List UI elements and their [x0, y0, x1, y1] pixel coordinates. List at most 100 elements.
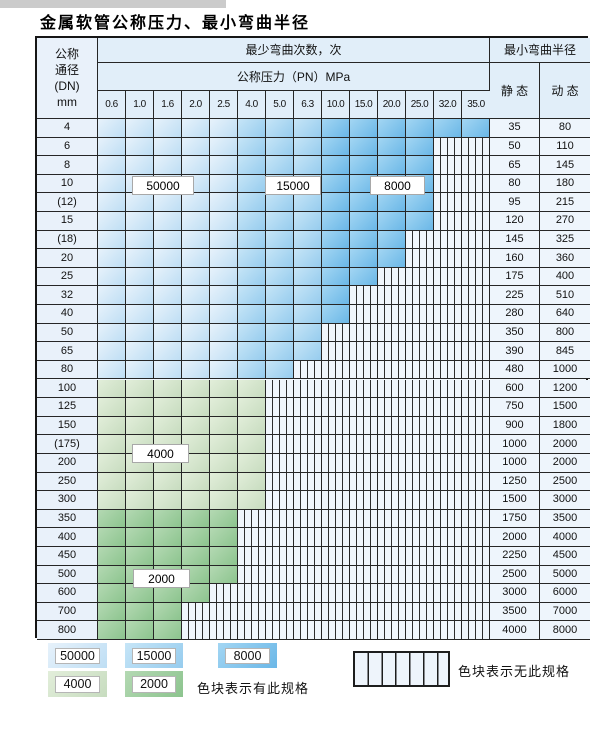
- no-spec-cell: [406, 342, 434, 361]
- no-spec-cell: [462, 360, 490, 380]
- cycle-cell: [210, 491, 238, 510]
- dynamic-radius-cell: 2000: [540, 453, 590, 473]
- no-spec-cell: [434, 305, 462, 324]
- pressure-col-header: 1.0: [126, 91, 154, 119]
- cycle-cell: [182, 472, 210, 492]
- cycle-cell: [126, 249, 154, 268]
- cycle-cell: [238, 267, 266, 287]
- cycle-cell: [210, 416, 238, 436]
- cycle-cell: [98, 286, 126, 306]
- no-spec-cell: [350, 305, 378, 324]
- no-spec-cell: [238, 621, 266, 640]
- cycle-cell: [98, 546, 126, 566]
- dn-header-line: 公称: [54, 47, 79, 61]
- dynamic-radius-cell: 215: [540, 193, 590, 213]
- min-radius-header: 最小弯曲半径: [490, 38, 590, 63]
- cycle-cell: [154, 509, 182, 529]
- static-radius-cell: 95: [490, 193, 540, 213]
- no-spec-cell: [378, 602, 406, 622]
- cycle-cell: [182, 156, 210, 175]
- no-spec-cell: [322, 509, 350, 529]
- no-spec-cell: [266, 509, 294, 529]
- no-spec-cell: [462, 267, 490, 287]
- no-spec-cell: [434, 435, 462, 454]
- no-spec-cell: [266, 565, 294, 585]
- cycle-cell: [182, 119, 210, 138]
- no-spec-cell: [322, 621, 350, 640]
- no-spec-cell: [238, 584, 266, 603]
- cycle-cell: [210, 305, 238, 324]
- no-spec-cell: [434, 193, 462, 213]
- cycle-cell: [154, 249, 182, 268]
- no-spec-cell: [434, 602, 462, 622]
- cycle-cell: [98, 621, 126, 640]
- cycle-cell: [98, 528, 126, 547]
- static-radius-cell: 390: [490, 342, 540, 361]
- cycle-cell: [98, 119, 126, 138]
- no-spec-cell: [294, 491, 322, 510]
- static-radius-cell: 1000: [490, 435, 540, 454]
- cycle-cell: [322, 267, 350, 287]
- no-spec-cell: [462, 193, 490, 213]
- static-radius-cell: 900: [490, 416, 540, 436]
- dynamic-radius-cell: 1200: [540, 379, 590, 399]
- cycle-cell: [238, 342, 266, 361]
- cycle-cell: [238, 491, 266, 510]
- no-spec-cell: [294, 584, 322, 603]
- cycle-cell: [98, 360, 126, 380]
- dynamic-radius-cell: 2000: [540, 435, 590, 454]
- dn-cell: 400: [37, 528, 98, 547]
- no-spec-cell: [462, 305, 490, 324]
- cycle-cell: [154, 602, 182, 622]
- no-spec-cell: [406, 602, 434, 622]
- cycle-cell: [210, 398, 238, 417]
- dn-cell: 40: [37, 305, 98, 324]
- no-spec-cell: [350, 602, 378, 622]
- cycle-region-label: 15000: [265, 176, 321, 195]
- cycle-cell: [462, 119, 490, 138]
- cycle-cell: [98, 267, 126, 287]
- no-spec-cell: [238, 509, 266, 529]
- dn-cell: (175): [37, 435, 98, 454]
- dynamic-radius-cell: 640: [540, 305, 590, 324]
- cycle-cell: [126, 119, 154, 138]
- cycle-cell: [182, 193, 210, 213]
- cycle-cell: [98, 379, 126, 399]
- no-spec-cell: [434, 584, 462, 603]
- pressure-col-header: 35.0: [462, 91, 490, 119]
- dynamic-radius-cell: 110: [540, 137, 590, 157]
- cycle-cell: [154, 546, 182, 566]
- no-spec-cell: [406, 416, 434, 436]
- no-spec-cell: [322, 528, 350, 547]
- cycle-cell: [322, 230, 350, 250]
- cycle-cell: [238, 416, 266, 436]
- static-radius-cell: 175: [490, 267, 540, 287]
- no-spec-cell: [350, 528, 378, 547]
- no-spec-cell: [462, 416, 490, 436]
- no-spec-cell: [322, 491, 350, 510]
- cycle-cell: [238, 230, 266, 250]
- cycle-cell: [210, 156, 238, 175]
- dn-cell: 65: [37, 342, 98, 361]
- dn-column-header: 公称 通径 (DN) mm: [37, 38, 98, 119]
- cycle-cell: [322, 174, 350, 194]
- cycle-cell: [154, 379, 182, 399]
- no-spec-cell: [182, 602, 210, 622]
- no-spec-cell: [378, 398, 406, 417]
- no-spec-cell: [294, 528, 322, 547]
- no-spec-cell: [294, 546, 322, 566]
- cycle-cell: [182, 286, 210, 306]
- cycle-cell: [210, 453, 238, 473]
- cycle-cell: [210, 472, 238, 492]
- dn-cell: 6: [37, 137, 98, 157]
- no-spec-cell: [462, 286, 490, 306]
- cycle-cell: [126, 323, 154, 343]
- legend-swatch-8000: 8000: [218, 643, 277, 668]
- cycle-cell: [238, 379, 266, 399]
- no-spec-cell: [434, 230, 462, 250]
- cycle-cell: [210, 174, 238, 194]
- cycle-cell: [182, 509, 210, 529]
- cycle-cell: [182, 528, 210, 547]
- no-spec-cell: [350, 398, 378, 417]
- cycle-cell: [294, 286, 322, 306]
